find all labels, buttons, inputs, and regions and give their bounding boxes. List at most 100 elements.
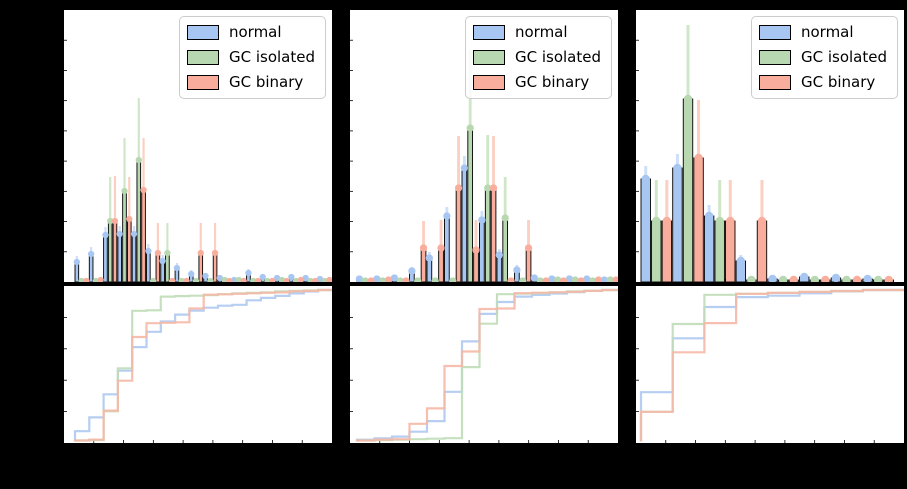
bar-top-marker xyxy=(694,153,703,163)
bar-top-marker xyxy=(316,275,324,282)
bar-top-marker xyxy=(571,276,579,282)
bar-top-marker xyxy=(778,275,788,282)
bar-top-marker xyxy=(312,277,319,282)
hist-bar xyxy=(714,220,725,282)
bar-top-marker xyxy=(302,274,309,282)
bar-top-marker xyxy=(842,275,851,282)
bar-top-marker xyxy=(355,275,363,282)
panel-histogram-right: normal GC isolated GC binary xyxy=(636,10,904,282)
bar-top-marker xyxy=(149,277,157,282)
bar-top-marker xyxy=(192,277,200,282)
hist-bar xyxy=(525,247,532,282)
bar-top-marker xyxy=(102,231,109,239)
bar-top-marker xyxy=(460,164,468,172)
cdf-step-line xyxy=(355,288,618,442)
bar-top-marker xyxy=(437,244,445,252)
legend-swatch-icon xyxy=(186,75,219,90)
bar-top-marker xyxy=(202,272,209,280)
bar-top-marker xyxy=(577,277,585,282)
bar-top-marker xyxy=(565,275,573,282)
hist-bar xyxy=(165,252,170,282)
bar-top-marker xyxy=(145,247,152,255)
bar-top-marker xyxy=(524,244,533,252)
hist-bar xyxy=(496,254,503,282)
legend-item: normal xyxy=(472,22,601,43)
bar-top-marker xyxy=(652,216,661,226)
hist-bar xyxy=(703,215,715,282)
legend-label: GC binary xyxy=(800,73,876,91)
bar-top-marker xyxy=(507,277,515,282)
bar-top-marker xyxy=(662,216,672,226)
bar-top-marker xyxy=(292,277,300,282)
bar-top-marker xyxy=(83,277,90,282)
hist-bar xyxy=(640,178,651,282)
legend-item: normal xyxy=(186,22,315,43)
legend: normal GC isolated GC binary xyxy=(178,16,326,99)
bar-top-marker xyxy=(519,277,527,282)
bar-top-marker xyxy=(852,275,862,282)
bar-top-marker xyxy=(414,277,422,282)
histogram-svg-right xyxy=(636,25,894,282)
hist-bar xyxy=(126,218,132,282)
hist-bar xyxy=(438,247,444,282)
bar-top-marker xyxy=(757,216,767,226)
bar-top-marker xyxy=(554,276,562,282)
bar-top-marker xyxy=(536,277,544,282)
bar-top-marker xyxy=(188,270,195,278)
bar-top-marker xyxy=(810,275,819,282)
legend-swatch-icon xyxy=(472,25,505,40)
legend-item: GC binary xyxy=(472,72,601,93)
hist-bar xyxy=(725,220,736,282)
bar-top-marker xyxy=(612,276,618,282)
hist-bar xyxy=(131,233,137,282)
hist-bar xyxy=(88,253,94,282)
bar-top-marker xyxy=(207,277,214,282)
bar-top-marker xyxy=(367,277,375,282)
bar-top-marker xyxy=(425,254,433,262)
hist-bar xyxy=(107,220,113,282)
bar-top-marker xyxy=(863,274,872,282)
bar-top-marker xyxy=(408,267,416,275)
bar-top-marker xyxy=(130,230,138,238)
bar-top-marker xyxy=(715,216,724,226)
bar-top-marker xyxy=(288,273,295,281)
legend-item: normal xyxy=(758,22,887,43)
legend-swatch-icon xyxy=(758,75,791,90)
hist-bar xyxy=(484,187,491,282)
bar-top-marker xyxy=(164,249,171,257)
bar-top-marker xyxy=(495,251,503,259)
legend-label: GC binary xyxy=(514,73,590,91)
hist-bar xyxy=(455,187,462,282)
legend-item: GC isolated xyxy=(186,47,315,68)
bar-top-marker xyxy=(600,276,608,282)
legend-label: normal xyxy=(800,23,854,41)
bar-top-marker xyxy=(419,244,428,252)
bar-top-marker xyxy=(559,277,568,282)
hist-bar xyxy=(141,189,146,282)
bar-top-marker xyxy=(92,277,100,282)
bar-top-marker xyxy=(454,184,463,192)
legend-item: GC binary xyxy=(758,72,887,93)
bar-top-marker xyxy=(726,216,735,226)
bar-top-marker xyxy=(264,277,271,282)
bar-top-marker xyxy=(821,275,830,282)
bar-top-marker xyxy=(178,277,185,282)
bar-top-marker xyxy=(230,276,238,282)
bar-top-marker xyxy=(361,277,369,282)
cdf-step-line xyxy=(639,288,904,442)
bar-top-marker xyxy=(73,258,80,266)
bar-top-marker xyxy=(530,274,538,282)
hist-bar xyxy=(146,250,151,282)
bar-top-marker xyxy=(449,277,457,282)
bar-top-marker xyxy=(250,277,257,282)
legend-item: GC isolated xyxy=(472,47,601,68)
hist-bar xyxy=(672,167,683,282)
hist-bar xyxy=(117,233,123,282)
hist-bar xyxy=(444,215,450,282)
legend-label: normal xyxy=(514,23,568,41)
bar-top-marker xyxy=(884,275,893,282)
bar-top-marker xyxy=(173,264,181,272)
bar-top-marker xyxy=(297,276,305,282)
bar-top-marker xyxy=(736,256,746,266)
